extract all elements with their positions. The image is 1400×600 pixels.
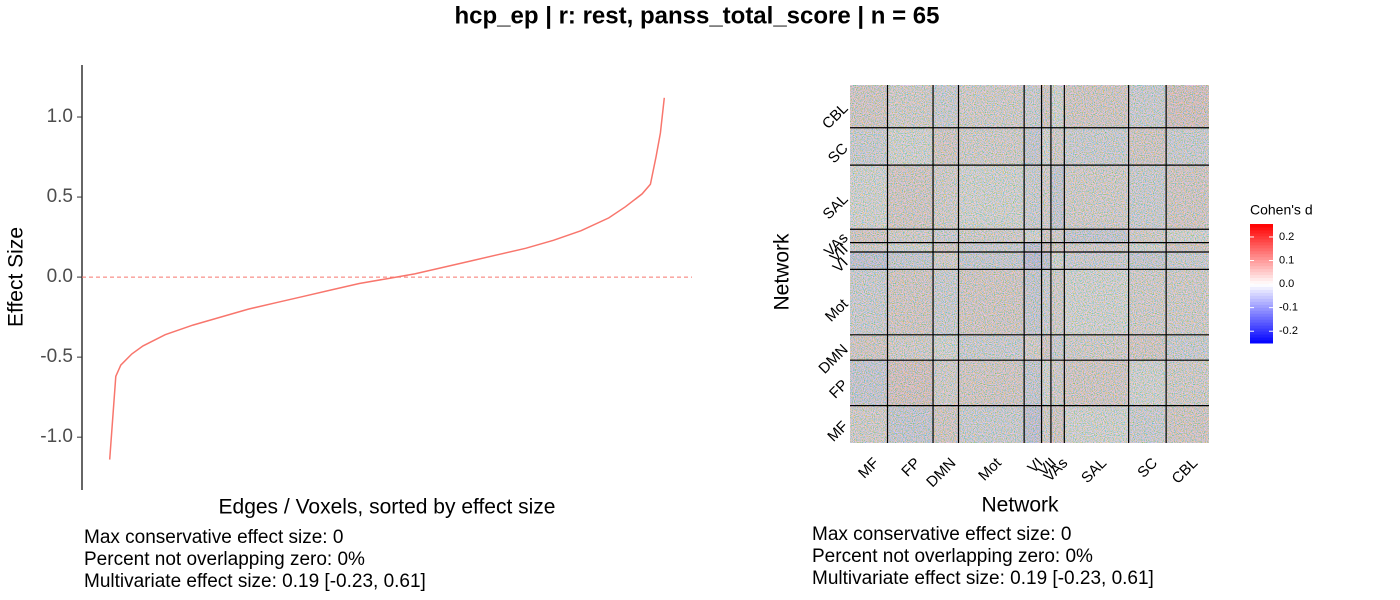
- colorbar-segment: [1250, 229, 1273, 234]
- x-tick-label: FP: [898, 455, 924, 481]
- colorbar-segment: [1250, 307, 1273, 311]
- y-tick-label: 0.0: [47, 266, 73, 287]
- colorbar-segment: [1250, 238, 1273, 243]
- y-tick-label: MF: [824, 418, 851, 445]
- colorbar-segment: [1250, 319, 1273, 323]
- colorbar-segment: [1250, 232, 1273, 237]
- colorbar-segment: [1250, 271, 1273, 276]
- colorbar-segment: [1250, 340, 1273, 344]
- colorbar-segment: [1250, 244, 1273, 249]
- annotation: Percent not overlapping zero: 0%: [812, 546, 1093, 567]
- legend-title: Cohen's d: [1250, 202, 1313, 218]
- colorbar-label: -0.2: [1279, 325, 1298, 337]
- colorbar-segment: [1250, 328, 1273, 332]
- colorbar-segment: [1250, 277, 1273, 282]
- colorbar-segment: [1250, 304, 1273, 308]
- colorbar-label: 0.1: [1279, 254, 1294, 266]
- colorbar-segment: [1250, 337, 1273, 341]
- colorbar-segment: [1250, 334, 1273, 338]
- colorbar-segment: [1250, 292, 1273, 296]
- colorbar-segment: [1250, 256, 1273, 261]
- colorbar-segment: [1250, 253, 1273, 258]
- x-tick-label: SC: [1134, 455, 1161, 482]
- y-tick-label: 1.0: [47, 106, 73, 127]
- texture: [850, 85, 1209, 443]
- colorbar-segment: [1250, 283, 1273, 287]
- x-axis-label: Edges / Voxels, sorted by effect size: [219, 496, 556, 519]
- colorbar-segment: [1250, 259, 1273, 264]
- colorbar-segment: [1250, 268, 1273, 273]
- y-tick-label: CBL: [819, 100, 852, 133]
- colorbar-segment: [1250, 298, 1273, 302]
- colorbar-segment: [1250, 247, 1273, 252]
- colorbar-segment: [1250, 235, 1273, 240]
- y-tick-label: -0.5: [40, 346, 73, 367]
- colorbar-segment: [1250, 331, 1273, 335]
- y-tick-label: FP: [826, 377, 852, 403]
- y-axis-label: Effect Size: [5, 227, 28, 327]
- annotation: Multivariate effect size: 0.19 [-0.23, 0…: [812, 568, 1154, 589]
- colorbar-segment: [1250, 322, 1273, 326]
- colorbar-segment: [1250, 289, 1273, 293]
- colorbar-segment: [1250, 325, 1273, 329]
- colorbar-segment: [1250, 313, 1273, 317]
- y-tick-label: -1.0: [40, 426, 73, 447]
- colorbar-label: 0.0: [1279, 278, 1294, 290]
- colorbar-segment: [1250, 280, 1273, 284]
- colorbar-segment: [1250, 262, 1273, 267]
- x-tick-label: DMN: [923, 455, 959, 491]
- colorbar-segment: [1250, 301, 1273, 305]
- colorbar-segment: [1250, 274, 1273, 279]
- colorbar-segment: [1250, 316, 1273, 320]
- x-axis-label: Network: [981, 494, 1059, 517]
- x-tick-label: SAL: [1078, 455, 1110, 487]
- x-tick-label: CBL: [1169, 455, 1202, 488]
- heatmap: [850, 85, 1209, 443]
- y-tick-label: SC: [825, 140, 852, 167]
- colorbar-segment: [1250, 250, 1273, 255]
- annotation: Max conservative effect size: 0: [84, 527, 343, 548]
- y-tick-label: 0.5: [47, 186, 73, 207]
- y-tick-label: SAL: [820, 191, 852, 223]
- colorbar-segment: [1250, 265, 1273, 270]
- colorbar-segment: [1250, 295, 1273, 299]
- colorbar-segment: [1250, 226, 1273, 231]
- y-tick-label: Mot: [822, 295, 852, 325]
- annotation: Percent not overlapping zero: 0%: [84, 549, 365, 570]
- effect-line: [108, 97, 666, 460]
- annotation: Multivariate effect size: 0.19 [-0.23, 0…: [84, 571, 426, 592]
- colorbar-label: 0.2: [1279, 231, 1294, 243]
- colorbar-segment: [1250, 286, 1273, 290]
- y-axis-label: Network: [771, 233, 794, 311]
- x-tick-label: MF: [855, 455, 882, 482]
- figure-title: hcp_ep | r: rest, panss_total_score | n …: [455, 2, 940, 29]
- colorbar-label: -0.1: [1279, 302, 1298, 314]
- colorbar-segment: [1250, 310, 1273, 314]
- colorbar-segment: [1250, 224, 1273, 228]
- colorbar-segment: [1250, 241, 1273, 246]
- y-tick-label: DMN: [815, 341, 851, 377]
- annotation: Max conservative effect size: 0: [812, 524, 1071, 545]
- x-tick-label: Mot: [975, 454, 1005, 484]
